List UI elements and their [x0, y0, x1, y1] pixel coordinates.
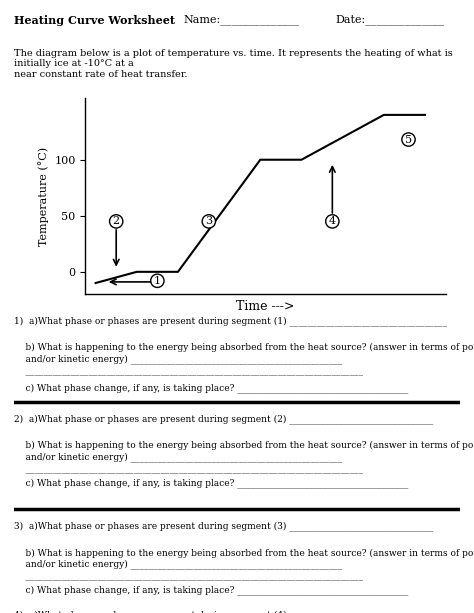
Text: c) What phase change, if any, is taking place? _________________________________: c) What phase change, if any, is taking … [14, 478, 409, 488]
Text: 5: 5 [405, 135, 412, 145]
Text: 2: 2 [113, 216, 120, 226]
Text: 1: 1 [154, 276, 161, 286]
Text: b) What is happening to the energy being absorbed from the heat source? (answer : b) What is happening to the energy being… [14, 549, 474, 580]
Text: Name:______________: Name:______________ [183, 15, 300, 25]
Text: 3)  a)What phase or phases are present during segment (3) ______________________: 3) a)What phase or phases are present du… [14, 521, 433, 531]
Text: 4)  a)What phase or phases are present during segment (4) ______________________: 4) a)What phase or phases are present du… [14, 610, 434, 613]
Text: b) What is happening to the energy being absorbed from the heat source? (answer : b) What is happening to the energy being… [14, 441, 474, 473]
Text: c) What phase change, if any, is taking place? _________________________________: c) What phase change, if any, is taking … [14, 585, 409, 595]
Text: 4: 4 [329, 216, 336, 226]
Text: Date:______________: Date:______________ [335, 15, 444, 25]
Text: 1)  a)What phase or phases are present during segment (1) ______________________: 1) a)What phase or phases are present du… [14, 316, 447, 326]
Text: 3: 3 [205, 216, 212, 226]
Text: b) What is happening to the energy being absorbed from the heat source? (answer : b) What is happening to the energy being… [14, 343, 474, 375]
Text: 2)  a)What phase or phases are present during segment (2) ______________________: 2) a)What phase or phases are present du… [14, 414, 433, 424]
X-axis label: Time --->: Time ---> [236, 300, 295, 313]
Text: c) What phase change, if any, is taking place? _________________________________: c) What phase change, if any, is taking … [14, 383, 409, 393]
Text: The diagram below is a plot of temperature vs. time. It represents the heating o: The diagram below is a plot of temperatu… [14, 49, 453, 79]
Text: Heating Curve Worksheet: Heating Curve Worksheet [14, 15, 175, 26]
Y-axis label: Temperature (°C): Temperature (°C) [38, 147, 49, 246]
